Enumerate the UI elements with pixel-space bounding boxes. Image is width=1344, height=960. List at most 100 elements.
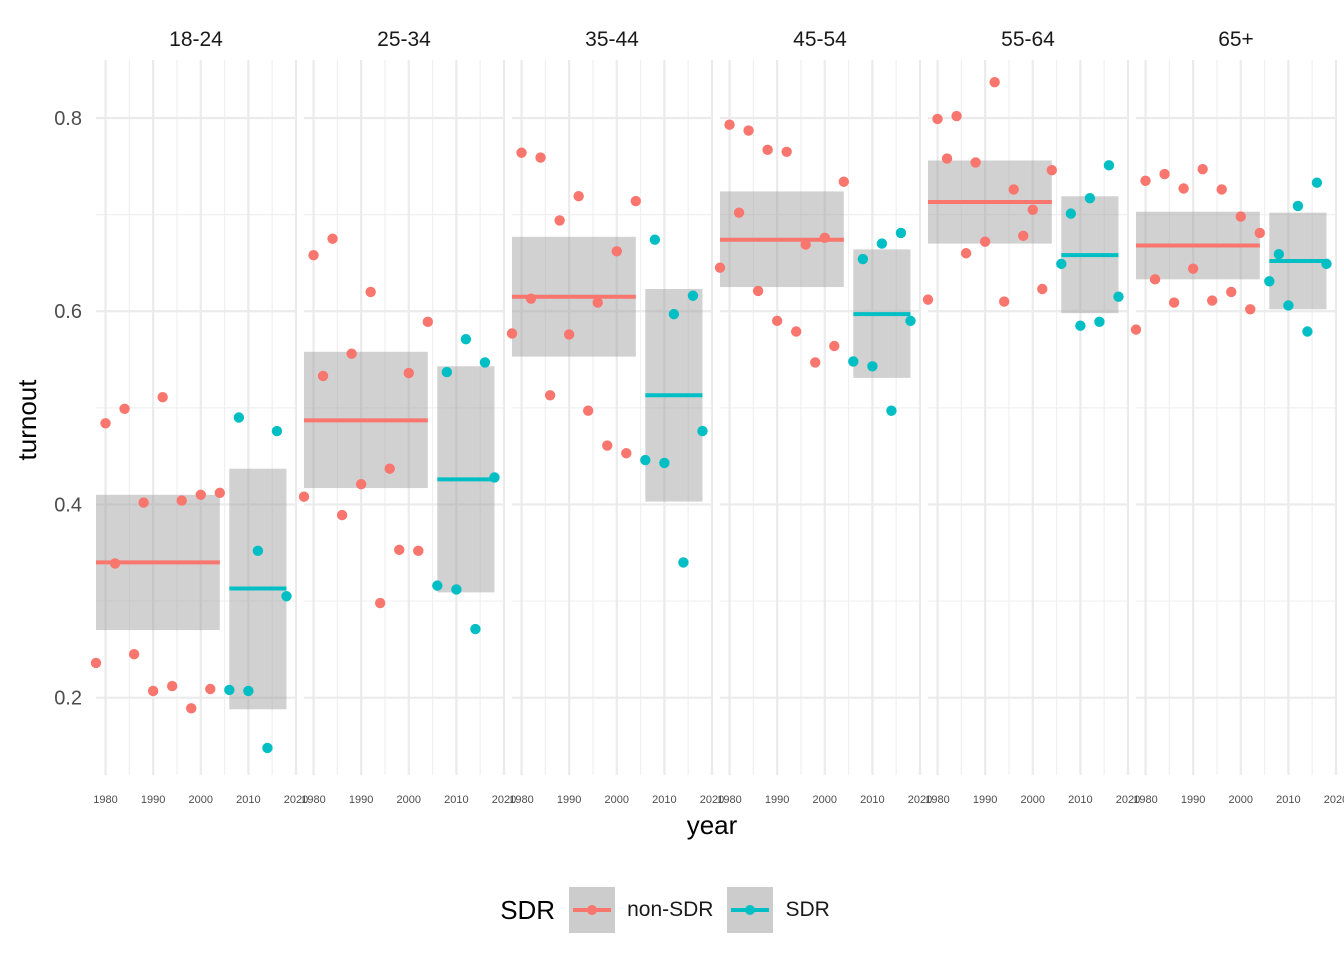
data-point-non-sdr xyxy=(781,146,792,157)
data-point-sdr xyxy=(640,454,651,466)
data-point-non-sdr xyxy=(951,110,962,122)
data-point-non-sdr xyxy=(941,153,953,164)
data-point-non-sdr xyxy=(922,294,934,305)
x-tick-label: 2000 xyxy=(397,794,421,806)
data-point-non-sdr xyxy=(771,315,783,327)
panel-strip-label: 25-34 xyxy=(377,28,431,51)
data-point-non-sdr xyxy=(535,152,546,163)
data-point-non-sdr xyxy=(157,392,168,403)
x-tick-label: 1990 xyxy=(557,794,581,806)
data-point-non-sdr xyxy=(1130,324,1142,335)
data-point-non-sdr xyxy=(1018,230,1029,242)
panel-strip-label: 65+ xyxy=(1218,28,1254,51)
data-point-non-sdr xyxy=(592,297,603,308)
data-point-non-sdr xyxy=(346,348,357,359)
data-point-non-sdr xyxy=(298,491,310,502)
data-point-sdr xyxy=(1302,326,1313,337)
data-point-non-sdr xyxy=(621,448,632,459)
data-point-non-sdr xyxy=(544,390,556,401)
data-point-non-sdr xyxy=(176,495,187,506)
data-point-non-sdr xyxy=(1235,211,1246,222)
x-tick-label: 2010 xyxy=(444,794,468,806)
data-point-non-sdr xyxy=(506,328,518,339)
panel-35-44: 35-44 1980 1990 2000 2010 2020 xyxy=(506,28,724,806)
data-point-non-sdr xyxy=(998,296,1010,307)
panel-strip-label: 18-24 xyxy=(169,28,223,51)
data-point-non-sdr xyxy=(762,144,773,156)
data-point-sdr xyxy=(649,234,661,245)
x-tick-label: 2020 xyxy=(284,794,308,806)
data-point-non-sdr xyxy=(205,683,216,695)
data-point-non-sdr xyxy=(355,478,367,490)
data-point-sdr xyxy=(1292,200,1304,212)
panel-25-34: 25-34 1980 1990 2000 2010 2020 xyxy=(298,28,516,806)
data-point-sdr xyxy=(441,366,453,378)
data-point-non-sdr xyxy=(166,680,178,692)
panel-65+: 65+ 1980 1990 2000 2010 2020 xyxy=(1130,28,1344,806)
x-tick-label: 1980 xyxy=(301,794,325,806)
data-point-sdr xyxy=(489,472,500,483)
data-point-sdr xyxy=(432,580,443,591)
legend: SDR non-SDR SDR xyxy=(0,880,1344,940)
faceted-scatter-chart: 18-24 1980 1990 2000 2010 2020 25-34 1980 1990 20… xyxy=(12,28,1344,840)
data-point-non-sdr xyxy=(714,262,726,273)
x-tick-label: 1980 xyxy=(1133,794,1157,806)
data-point-non-sdr xyxy=(1027,204,1038,215)
data-point-non-sdr xyxy=(1187,263,1199,274)
data-point-sdr xyxy=(668,308,680,320)
data-point-sdr xyxy=(1321,258,1332,270)
x-tick-label: 2010 xyxy=(1276,794,1300,806)
data-point-non-sdr xyxy=(790,326,802,337)
data-point-non-sdr xyxy=(525,293,537,304)
x-tick-label: 2020 xyxy=(1116,794,1140,806)
data-point-sdr xyxy=(1084,192,1096,204)
data-point-non-sdr xyxy=(1037,283,1048,295)
x-tick-label: 1980 xyxy=(925,794,949,806)
data-point-sdr xyxy=(848,356,859,367)
x-tick-label: 2010 xyxy=(652,794,676,806)
data-point-non-sdr xyxy=(970,157,981,168)
data-point-non-sdr xyxy=(1245,304,1256,315)
data-point-sdr xyxy=(451,584,462,595)
x-tick-label: 2000 xyxy=(1229,794,1253,806)
panel-18-24: 18-24 1980 1990 2000 2010 2020 xyxy=(90,28,308,806)
data-point-sdr xyxy=(1056,258,1067,270)
data-point-non-sdr xyxy=(1046,164,1058,176)
data-point-sdr xyxy=(1075,320,1086,331)
x-tick-label: 2020 xyxy=(700,794,724,806)
data-point-non-sdr xyxy=(516,147,527,158)
data-point-sdr xyxy=(857,253,869,265)
data-point-sdr xyxy=(697,425,708,437)
legend-label-non-sdr: non-SDR xyxy=(627,898,714,921)
legend-key-non-sdr-dot xyxy=(587,905,598,915)
legend-key-sdr xyxy=(727,887,774,933)
x-tick-label: 2000 xyxy=(1021,794,1045,806)
data-point-sdr xyxy=(233,412,245,423)
data-point-sdr xyxy=(1094,316,1105,328)
x-tick-label: 1990 xyxy=(349,794,373,806)
x-tick-label: 1990 xyxy=(1181,794,1205,806)
data-point-sdr xyxy=(659,457,670,469)
data-point-non-sdr xyxy=(1008,184,1019,195)
data-point-non-sdr xyxy=(979,236,991,247)
data-point-non-sdr xyxy=(138,497,149,508)
data-point-non-sdr xyxy=(422,316,434,328)
data-point-non-sdr xyxy=(810,357,821,368)
data-point-non-sdr xyxy=(147,685,159,697)
data-point-non-sdr xyxy=(90,657,102,669)
data-point-non-sdr xyxy=(989,77,1000,88)
y-axis-title: turnout xyxy=(12,379,42,461)
data-point-non-sdr xyxy=(317,370,329,382)
data-point-sdr xyxy=(1283,300,1294,311)
panels-layer: 18-24 1980 1990 2000 2010 2020 25-34 1980 1990 20… xyxy=(90,28,1344,806)
x-tick-label: 1980 xyxy=(509,794,533,806)
data-point-sdr xyxy=(1113,291,1124,302)
data-point-non-sdr xyxy=(1149,274,1161,285)
panel-strip-label: 35-44 xyxy=(585,28,639,51)
data-point-non-sdr xyxy=(384,463,395,474)
data-point-non-sdr xyxy=(630,195,642,207)
data-point-sdr xyxy=(460,334,472,345)
data-point-sdr xyxy=(281,591,292,602)
data-point-sdr xyxy=(262,742,273,754)
y-tick-label: 0.2 xyxy=(54,688,82,710)
